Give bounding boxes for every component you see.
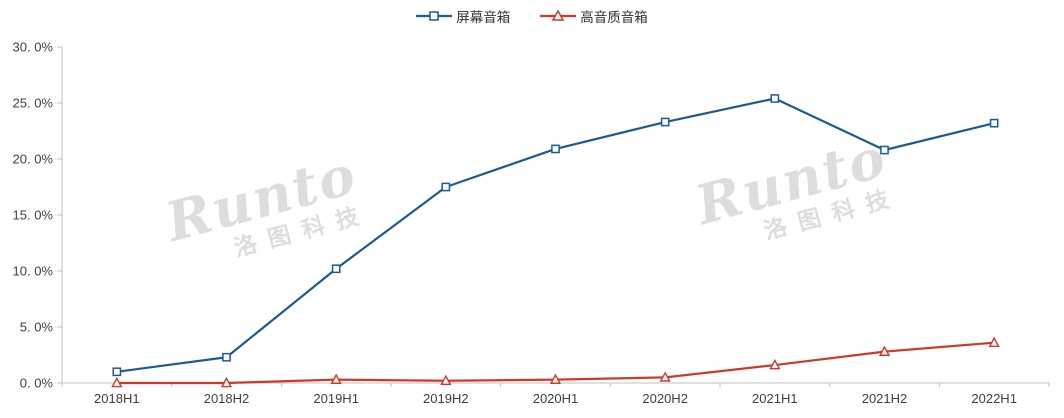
data-point-square (660, 117, 670, 127)
data-point-triangle (330, 373, 342, 384)
legend-label-screen-speaker: 屏幕音箱 (456, 10, 511, 25)
legend-item-hq-speaker: 高音质音箱 (540, 6, 648, 26)
y-axis-tick-label: 10. 0% (13, 264, 54, 279)
x-axis-tick-label: 2019H1 (313, 391, 359, 406)
data-point-square (112, 367, 122, 377)
series-line-0 (116, 97, 995, 373)
data-point-triangle (220, 376, 233, 388)
line-triangle-marker-icon (540, 9, 577, 21)
y-axis-tick-label: 15. 0% (13, 208, 54, 223)
y-axis-tick-label: 20. 0% (13, 152, 54, 167)
line-square-marker-icon (416, 11, 453, 21)
legend: 屏幕音箱 高音质音箱 (0, 6, 1064, 26)
y-axis-tick-label: 30. 0% (13, 40, 54, 55)
y-axis-tick-label: 0. 0% (20, 376, 54, 391)
data-point-square (880, 145, 889, 155)
data-point-square (331, 264, 341, 274)
data-point-triangle (769, 358, 781, 370)
x-axis-tick-label: 2018H1 (94, 391, 140, 406)
data-point-triangle (988, 336, 1000, 347)
data-point-square (551, 144, 560, 154)
x-axis-tick-label: 2020H1 (533, 391, 579, 406)
legend-label-hq-speaker: 高音质音箱 (580, 10, 648, 25)
x-axis-tick-label: 2019H2 (423, 391, 469, 406)
data-point-triangle (440, 374, 452, 386)
data-point-square (989, 118, 999, 128)
data-point-triangle (659, 371, 671, 382)
y-axis-tick-label: 25. 0% (13, 96, 54, 111)
data-point-square (222, 352, 231, 362)
y-axis-tick-label: 5. 0% (20, 320, 54, 335)
data-point-square (441, 182, 451, 192)
x-axis-tick-label: 2022H1 (971, 391, 1017, 406)
x-axis-tick-label: 2021H2 (862, 391, 908, 406)
data-point-square (770, 94, 780, 103)
x-axis-tick-label: 2018H2 (204, 391, 250, 406)
legend-item-screen-speaker: 屏幕音箱 (416, 6, 510, 26)
data-point-triangle (111, 376, 123, 388)
x-axis-tick-label: 2021H1 (752, 391, 798, 406)
data-point-triangle (878, 345, 891, 356)
data-point-triangle (549, 373, 562, 384)
x-axis-tick-label: 2020H2 (642, 391, 688, 406)
